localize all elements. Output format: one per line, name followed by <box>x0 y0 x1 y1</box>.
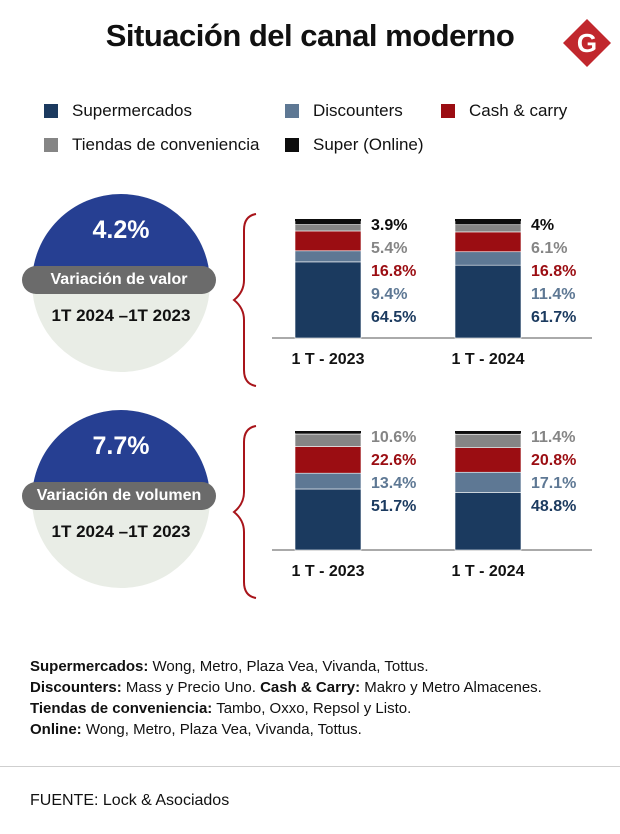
bar-segment-cash-carry <box>454 231 522 253</box>
data-label-supermercados: 64.5% <box>371 309 416 326</box>
data-label-conveniencia: 11.4% <box>531 429 575 446</box>
volumen-period: 1T 2024 –1T 2023 <box>51 522 191 541</box>
note-text: Tambo, Oxxo, Repsol y Listo. <box>212 700 412 717</box>
bar-segment-conveniencia <box>454 224 522 233</box>
data-label-conveniencia: 6.1% <box>531 240 567 257</box>
note-text: Makro y Metro Almacenes. <box>360 679 542 696</box>
note-line: Discounters: Mass y Precio Uno. Cash & C… <box>30 677 542 698</box>
page-title: Situación del canal moderno <box>105 18 515 53</box>
note-line: Online: Wong, Metro, Plaza Vea, Vivanda,… <box>30 719 542 740</box>
category-label: 1 T - 2024 <box>452 351 525 368</box>
legend-label: Supermercados <box>72 101 193 120</box>
legend-label: Tiendas de conveniencia <box>72 135 260 154</box>
bar-cap <box>295 431 361 433</box>
bar-cap <box>295 219 361 221</box>
valor-circle-top <box>32 194 210 274</box>
bar-segment-cash-carry <box>294 446 362 474</box>
bar-segment-cash-carry <box>294 230 362 252</box>
bar-segment-supermercados <box>294 261 362 339</box>
divider <box>0 766 620 767</box>
note-line: Tiendas de conveniencia: Tambo, Oxxo, Re… <box>30 698 542 719</box>
category-label: 1 T - 2024 <box>452 563 525 580</box>
legend-swatch-conveniencia <box>44 138 58 152</box>
bar-cap <box>455 219 521 221</box>
legend-item-supermercados: Supermercados <box>44 101 244 121</box>
volumen-chart: 1 T - 2023 10.6% 22.6% 13.4% 51.7% 1 T - 2024… <box>230 420 600 605</box>
legend-swatch-supermercados <box>44 104 58 118</box>
volumen-label-pill: Variación de volumen <box>22 482 216 510</box>
data-label-supermercados: 48.8% <box>531 498 576 515</box>
legend-swatch-online <box>285 138 299 152</box>
legend-item-discounters: Discounters <box>285 101 425 121</box>
valor-period: 1T 2024 –1T 2023 <box>51 306 191 325</box>
data-label-discounters: 11.4% <box>531 286 575 303</box>
data-label-discounters: 13.4% <box>371 475 416 492</box>
bar-segment-cash-carry <box>454 447 522 473</box>
bar-cap <box>455 431 521 433</box>
bar-segment-supermercados <box>294 488 362 551</box>
volumen-circle-top <box>32 410 210 490</box>
notes: Supermercados: Wong, Metro, Plaza Vea, V… <box>30 656 542 740</box>
data-label-online: 4% <box>531 217 554 234</box>
logo-letter: G <box>577 28 597 58</box>
bar-segment-discounters <box>454 471 522 493</box>
data-label-supermercados: 61.7% <box>531 309 576 326</box>
bar-segment-supermercados <box>454 264 522 339</box>
volumen-percentage: 7.7% <box>92 432 150 460</box>
legend-label: Discounters <box>313 101 403 120</box>
note-term: Supermercados: <box>30 658 149 675</box>
legend-label: Super (Online) <box>313 135 424 154</box>
note-text: Mass y Precio Uno. <box>121 679 261 696</box>
bar-segment-discounters <box>294 472 362 490</box>
bracket <box>232 213 257 387</box>
data-label-supermercados: 51.7% <box>371 498 416 515</box>
category-label: 1 T - 2023 <box>292 563 365 580</box>
note-term: Cash & Carry: <box>260 679 361 696</box>
data-label-cash-carry: 22.6% <box>371 452 416 469</box>
note-line: Supermercados: Wong, Metro, Plaza Vea, V… <box>30 656 542 677</box>
bracket <box>232 425 257 599</box>
bar-segment-conveniencia <box>454 433 522 448</box>
bar-segment-conveniencia <box>294 433 362 447</box>
data-label-conveniencia: 5.4% <box>371 240 407 257</box>
note-term: Discounters: <box>30 679 122 696</box>
legend-label: Cash & carry <box>469 101 568 120</box>
data-label-discounters: 9.4% <box>371 286 407 303</box>
legend-item-online: Super (Online) <box>285 135 445 155</box>
category-label: 1 T - 2023 <box>292 351 365 368</box>
valor-circle: 4.2% 1T 2024 –1T 2023 <box>32 194 210 372</box>
data-label-conveniencia: 10.6% <box>371 429 416 446</box>
valor-chart-svg: 1 T - 2023 3.9% 5.4% 16.8% 9.4% 64.5% 1 T - 20… <box>232 213 592 387</box>
bar-segment-conveniencia <box>294 224 362 232</box>
bar-segment-supermercados <box>454 492 522 551</box>
volumen-chart-svg: 1 T - 2023 10.6% 22.6% 13.4% 51.7% 1 T - 2024… <box>232 425 592 599</box>
logo-icon: G <box>563 19 611 67</box>
data-label-online: 3.9% <box>371 217 407 234</box>
valor-percentage: 4.2% <box>92 216 150 244</box>
legend-item-cash-carry: Cash & carry <box>441 101 601 121</box>
bar-segment-discounters <box>454 251 522 266</box>
valor-label-pill: Variación de valor <box>22 266 216 294</box>
legend-item-conveniencia: Tiendas de conveniencia <box>44 135 284 155</box>
note-term: Online: <box>30 721 82 738</box>
logo-diamond <box>563 19 611 67</box>
legend-swatch-cash-carry <box>441 104 455 118</box>
valor-chart: 1 T - 2023 3.9% 5.4% 16.8% 9.4% 64.5% 1 T - 20… <box>230 208 600 393</box>
data-label-cash-carry: 20.8% <box>531 452 576 469</box>
bar-segment-discounters <box>294 250 362 263</box>
data-label-cash-carry: 16.8% <box>371 263 416 280</box>
note-text: Wong, Metro, Plaza Vea, Vivanda, Tottus. <box>81 721 362 738</box>
data-label-cash-carry: 16.8% <box>531 263 576 280</box>
note-term: Tiendas de conveniencia: <box>30 700 213 717</box>
data-label-discounters: 17.1% <box>531 475 576 492</box>
note-text: Wong, Metro, Plaza Vea, Vivanda, Tottus. <box>148 658 429 675</box>
source-note: FUENTE: Lock & Asociados <box>30 792 230 809</box>
legend-swatch-discounters <box>285 104 299 118</box>
